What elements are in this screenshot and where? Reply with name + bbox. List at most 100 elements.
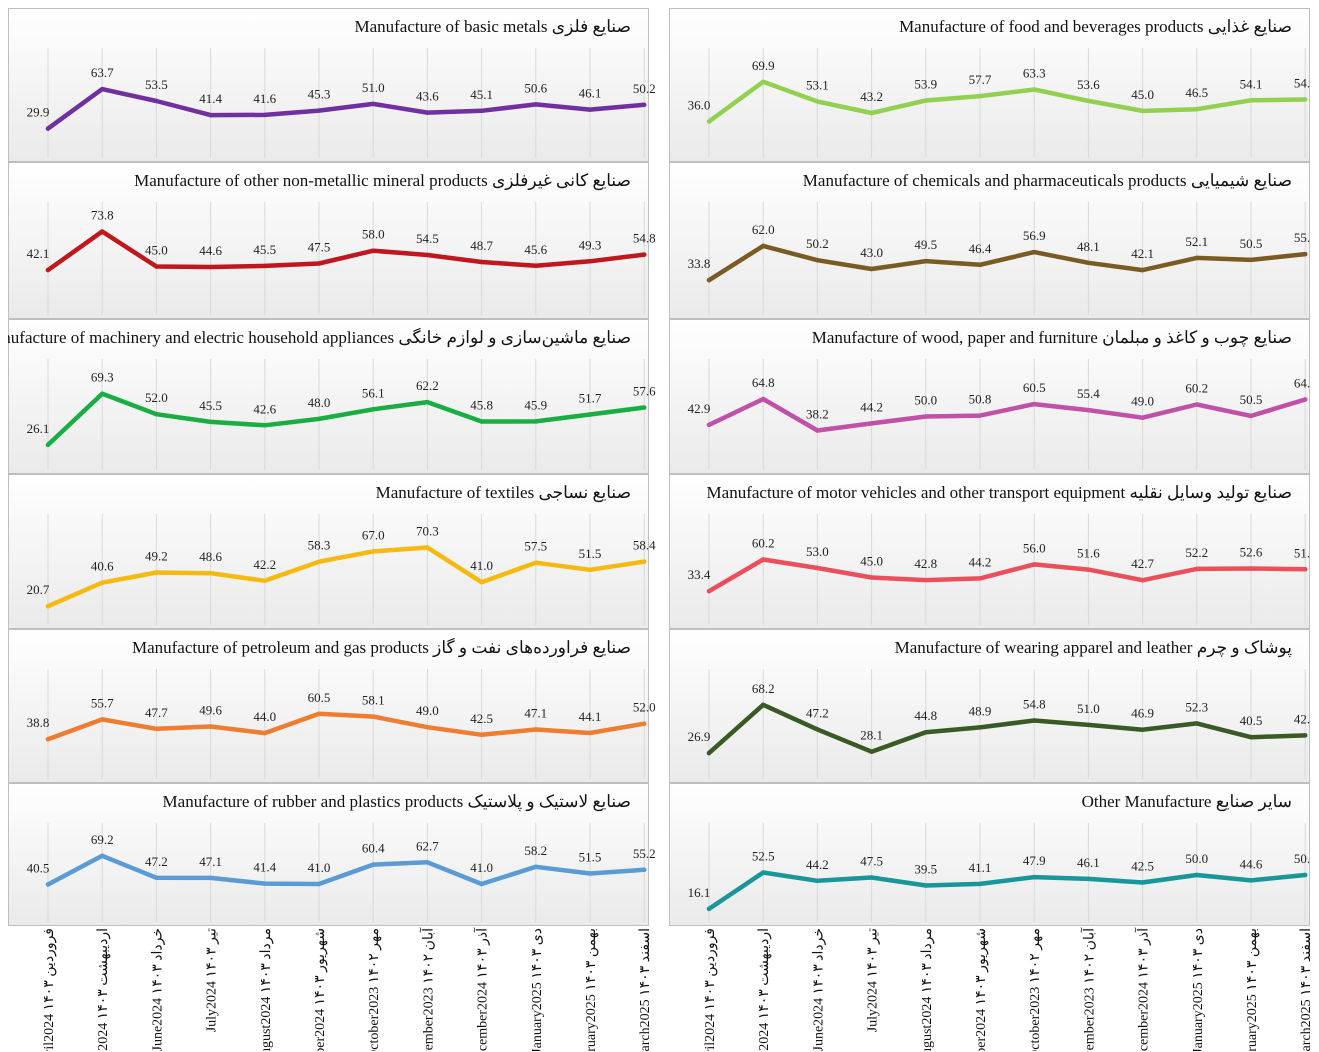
data-point bbox=[316, 108, 322, 113]
data-label: 44.6 bbox=[199, 243, 222, 258]
data-label: 49.6 bbox=[199, 703, 222, 718]
panel-frame bbox=[669, 474, 1310, 629]
data-label: 20.7 bbox=[27, 582, 50, 597]
data-point bbox=[923, 883, 928, 888]
data-point bbox=[100, 391, 105, 396]
data-label: 50.2 bbox=[633, 81, 656, 96]
data-point bbox=[45, 442, 51, 448]
data-point bbox=[706, 422, 712, 428]
x-tick-label: مهر ۱۴۰۲ October2023 bbox=[367, 928, 382, 1051]
chart-title: Manufacture of wood, paper and furniture… bbox=[812, 328, 1292, 348]
data-label: 58.4 bbox=[633, 538, 656, 553]
data-label: 54.8 bbox=[633, 231, 656, 246]
data-label: 47.2 bbox=[145, 854, 168, 869]
data-label: 47.1 bbox=[524, 705, 547, 720]
data-label: 39.5 bbox=[914, 862, 937, 877]
data-label: 53.6 bbox=[1077, 77, 1100, 92]
data-label: 62.2 bbox=[416, 378, 439, 393]
data-point bbox=[154, 98, 159, 104]
data-label: 42.5 bbox=[470, 711, 493, 726]
x-tick-label: دی ۱۴۰۳ January2025 bbox=[1191, 928, 1206, 1051]
x-tick-label: اسفند ۱۴۰۳ March2025 bbox=[1299, 928, 1310, 1051]
x-tick-label: خرداد ۱۴۰۳ June2024 bbox=[811, 928, 826, 1051]
data-point bbox=[371, 248, 376, 253]
chart-panel: Manufacture of motor vehicles and other … bbox=[669, 474, 1310, 629]
data-label: 50.0 bbox=[1294, 851, 1310, 866]
data-point bbox=[1248, 98, 1254, 103]
data-label: 54.8 bbox=[1023, 696, 1046, 711]
small-multiples-chart: Manufacture of food and beverages produc… bbox=[8, 8, 1310, 1051]
data-label: 40.5 bbox=[1240, 713, 1263, 728]
panel-frame bbox=[8, 474, 649, 629]
data-point bbox=[1140, 727, 1145, 732]
data-point bbox=[1248, 566, 1254, 571]
data-point bbox=[977, 413, 983, 418]
chart-panel: Other Manufacture سایر صنایع 16.1 52.5 44.2… bbox=[669, 783, 1310, 926]
data-label: 69.9 bbox=[752, 58, 775, 73]
data-label: 51.5 bbox=[579, 546, 602, 561]
data-point bbox=[533, 864, 538, 869]
data-label: 45.5 bbox=[199, 398, 222, 413]
data-point bbox=[479, 580, 484, 585]
data-point bbox=[316, 261, 322, 266]
data-point bbox=[1032, 562, 1037, 567]
data-label: 47.2 bbox=[806, 705, 829, 720]
series-line bbox=[45, 229, 647, 273]
data-label: 50.6 bbox=[524, 80, 547, 95]
data-point bbox=[642, 559, 647, 564]
chart-title: Manufacture of basic metals صنایع فلزی bbox=[354, 17, 631, 37]
data-label: 58.1 bbox=[362, 693, 385, 708]
data-point bbox=[208, 724, 213, 729]
data-label: 70.3 bbox=[416, 523, 439, 538]
x-tick-label: دی ۱۴۰۳ January2025 bbox=[530, 928, 545, 1051]
data-label: 38.2 bbox=[806, 407, 829, 422]
data-point bbox=[1194, 872, 1200, 878]
data-label: 45.1 bbox=[470, 87, 493, 102]
data-point bbox=[923, 729, 928, 735]
data-label: 73.8 bbox=[91, 208, 114, 223]
chart-panel: Manufacture of chemicals and pharmaceuti… bbox=[669, 162, 1310, 319]
data-point bbox=[262, 730, 267, 736]
chart-panel: Manufacture of rubber and plastics produ… bbox=[8, 783, 656, 926]
x-tick-label: شهریور ۱۴۰۳ September2024 bbox=[313, 928, 328, 1051]
x-tick-label: خرداد ۱۴۰۳ June2024 bbox=[150, 928, 165, 1051]
data-point bbox=[815, 727, 820, 732]
data-point bbox=[100, 717, 105, 722]
data-label: 60.2 bbox=[1185, 380, 1208, 395]
data-point bbox=[533, 560, 538, 565]
chart-title: Manufacture of rubber and plastics produ… bbox=[163, 792, 631, 812]
data-label: 36.0 bbox=[688, 97, 711, 112]
data-point bbox=[761, 870, 766, 875]
data-point bbox=[642, 102, 647, 108]
data-label: 47.5 bbox=[860, 854, 883, 869]
data-label: 38.8 bbox=[27, 715, 50, 730]
data-point bbox=[815, 428, 820, 433]
data-point bbox=[1086, 876, 1091, 882]
data-label: 62.0 bbox=[752, 222, 775, 237]
data-label: 58.3 bbox=[308, 538, 331, 553]
data-label: 50.5 bbox=[1240, 392, 1263, 407]
x-tick-label: فروردین ۱۴۰۳ April2024 bbox=[703, 928, 718, 1051]
data-point bbox=[262, 578, 267, 583]
data-label: 48.6 bbox=[199, 549, 222, 564]
data-label: 42.7 bbox=[1131, 556, 1154, 571]
data-point bbox=[208, 570, 213, 576]
data-label: 45.9 bbox=[524, 397, 547, 412]
data-point bbox=[706, 906, 712, 912]
data-point bbox=[1194, 106, 1200, 112]
chart-panel: Manufacture of machinery and electric ho… bbox=[8, 319, 656, 474]
data-label: 52.1 bbox=[1185, 234, 1208, 249]
data-label: 44.8 bbox=[914, 708, 937, 723]
chart-title: Manufacture of motor vehicles and other … bbox=[707, 483, 1292, 503]
series-line bbox=[706, 557, 1308, 594]
data-point bbox=[208, 264, 213, 270]
data-point bbox=[425, 110, 430, 115]
data-label: 44.6 bbox=[1240, 856, 1263, 871]
data-point bbox=[371, 407, 376, 412]
data-point bbox=[262, 112, 267, 118]
data-label: 57.5 bbox=[524, 539, 547, 554]
data-label: 49.0 bbox=[1131, 394, 1154, 409]
data-label: 52.0 bbox=[633, 700, 656, 715]
x-tick-label: آذر ۱۴۰۳ December2024 bbox=[473, 927, 491, 1051]
data-point bbox=[1248, 734, 1254, 740]
